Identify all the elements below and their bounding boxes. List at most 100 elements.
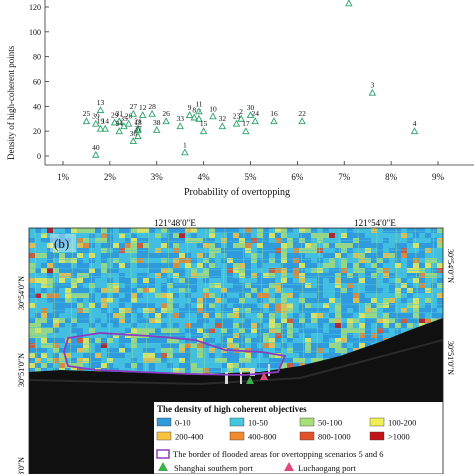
legend-swatch	[229, 417, 245, 427]
legend-swatch	[156, 417, 172, 427]
data-point-marker	[96, 124, 105, 132]
data-point-label: 31	[116, 109, 124, 118]
data-point-marker	[148, 109, 156, 117]
x-tick-label: 5%	[245, 172, 258, 182]
data-point-label: 10	[209, 104, 217, 113]
data-point-marker	[246, 111, 255, 118]
data-point-label: 35	[120, 114, 128, 123]
data-point-label: 15	[200, 119, 208, 128]
data-point-label: 8	[192, 106, 196, 115]
data-point-label: 18	[134, 118, 142, 127]
data-point-marker	[298, 117, 306, 125]
legend-item-label: 400-800	[248, 432, 276, 442]
y-tick-label: 20	[33, 127, 41, 136]
map-frame	[28, 227, 444, 474]
data-point-label: 32	[219, 114, 227, 123]
lon-label-2: 121°54′0″E	[354, 218, 396, 228]
data-point-marker	[101, 124, 109, 132]
data-point-marker	[270, 117, 278, 125]
data-point-label: 16	[270, 109, 278, 118]
lat-left-1: 30°54′0″N	[17, 276, 26, 310]
legend-swatch	[369, 417, 385, 427]
data-point-label: 2	[239, 107, 243, 116]
data-point-marker	[129, 109, 138, 117]
legend-swatch	[299, 417, 315, 427]
x-tick-label: 6%	[291, 172, 304, 182]
legend-title: The density of high coherent objectives	[157, 404, 307, 414]
y-tick-label: 120	[29, 3, 41, 12]
panel-label-box	[50, 234, 76, 252]
data-point-label: 22	[298, 109, 306, 118]
data-point-label: 11	[195, 99, 202, 108]
legend-item-label: 10-50	[248, 418, 268, 428]
data-point-marker	[199, 127, 208, 135]
legend-item-label: 100-200	[388, 418, 416, 428]
panel-label: (b)	[54, 236, 69, 251]
legend-swatch	[369, 431, 385, 441]
data-point-label: 21	[134, 117, 142, 126]
data-point-marker	[115, 117, 124, 125]
data-point-label: 27	[130, 102, 138, 111]
data-point-marker	[181, 148, 189, 156]
luchaogang-port-marker	[260, 372, 268, 380]
data-point-marker	[138, 111, 147, 118]
legend-luchaogang-marker	[284, 462, 294, 471]
map-image: (b) The density of high coherent objecti…	[29, 228, 443, 474]
data-point-marker	[120, 122, 128, 130]
y-tick-label: 0	[37, 152, 41, 161]
legend-swatch	[229, 431, 245, 441]
x-tick-label: 1%	[57, 172, 70, 182]
lat-left-2: 30°51′0″N	[17, 353, 26, 387]
data-point-label: 13	[97, 98, 105, 107]
legend-swatch	[299, 431, 315, 441]
data-point-marker	[368, 88, 377, 96]
data-point-marker	[251, 117, 259, 125]
data-point-marker	[96, 106, 105, 114]
data-point-label: 40	[92, 143, 100, 152]
data-point-marker	[110, 118, 119, 126]
data-point-label: 33	[176, 114, 184, 123]
data-point-marker	[124, 119, 133, 127]
data-point-marker	[195, 107, 203, 115]
data-point-marker	[115, 127, 124, 135]
data-point-label: 14	[101, 117, 109, 126]
data-point-marker	[242, 127, 250, 135]
data-point-label: 28	[148, 102, 156, 111]
data-point-label: 17	[242, 119, 250, 128]
legend-item-label: 0-10	[175, 418, 191, 428]
data-point-marker	[129, 137, 138, 145]
lat-right-1: 30°54′0″N	[446, 249, 455, 283]
data-point-label: 29	[111, 110, 119, 119]
shanghai-port-marker	[246, 376, 254, 384]
y-tick-label: 80	[33, 53, 41, 62]
x-tick-label: 7%	[338, 172, 351, 182]
x-axis-title: Probability of overtopping	[184, 187, 290, 198]
data-point-label: 7	[197, 107, 201, 116]
y-tick-label: 100	[29, 28, 41, 37]
data-point-marker	[82, 117, 91, 125]
legend-luchaogang-label: Luchaogang port	[298, 463, 356, 473]
x-tick-label: 3%	[151, 172, 164, 182]
y-tick-label: 60	[33, 78, 41, 87]
port-structures	[225, 364, 270, 384]
map-legend: The density of high coherent objectives …	[154, 402, 443, 474]
data-point-label: 34	[116, 119, 124, 128]
data-point-label: 25	[83, 109, 91, 118]
y-ticks: 0 20 40 60 80 100 120	[29, 3, 49, 161]
legend-shanghai-label: Shanghai southern port	[174, 463, 253, 473]
data-point-label: 38	[153, 118, 161, 127]
legend-border-label: The border of flooded areas for overtopp…	[173, 449, 384, 459]
data-point-marker	[176, 122, 184, 130]
x-ticks: 1% 2% 3% 4% 5% 6% 7% 8% 9%	[57, 161, 445, 182]
scatter-points: 1234567891011121314151617181920212223242…	[82, 0, 419, 158]
data-point-marker	[209, 112, 217, 120]
lat-right-2: 30°51′0″N	[446, 341, 455, 375]
x-tick-label: 2%	[104, 172, 117, 182]
data-point-label: 1	[183, 140, 187, 149]
lat-left-3: 30°48′0″N	[17, 457, 26, 474]
data-point-label: 23	[233, 112, 241, 121]
legend-item-label: >1000	[388, 432, 410, 442]
flood-border	[63, 332, 287, 376]
